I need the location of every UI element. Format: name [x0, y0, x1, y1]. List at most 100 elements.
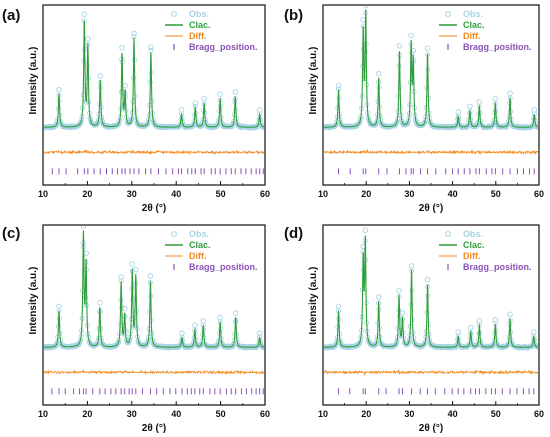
obs-peak-point: [81, 11, 88, 17]
obs-peak-point: [201, 95, 207, 102]
obs-series: [324, 6, 538, 131]
obs-peak-point: [85, 35, 91, 42]
obs-peak-point: [192, 322, 198, 329]
panel-label: (c): [2, 225, 20, 242]
x-tick-label: 40: [171, 189, 181, 199]
y-axis-title: Intensity (a.u.): [308, 267, 319, 335]
legend-label: Clac.: [189, 20, 211, 30]
obs-peak-point: [399, 310, 406, 316]
x-tick-label: 50: [216, 409, 226, 419]
plot-frame: [322, 224, 540, 406]
x-tick-label: 30: [127, 189, 137, 199]
obs-peak-point: [360, 17, 366, 23]
obs-point: [534, 343, 538, 349]
x-tick-label: 60: [260, 409, 270, 419]
obs-peak-point: [424, 276, 431, 283]
x-tick-label: 30: [127, 409, 137, 419]
legend-marker-obs: [171, 11, 177, 17]
xrd-panel-2: (b) 10 20 30 40 50 60 2θ (°) Intensity (a.u.) Obs…: [284, 4, 544, 214]
obs-peak-point: [83, 250, 89, 256]
obs-peak-point: [335, 303, 342, 310]
obs-point: [75, 341, 81, 347]
obs-peak-point: [408, 32, 414, 39]
obs-series: [324, 227, 538, 351]
x-axis-title: 2θ (°): [142, 423, 166, 434]
legend-label: Obs.: [189, 9, 209, 19]
obs-peak-point: [133, 266, 139, 273]
legend-label: Bragg_position.: [189, 42, 258, 52]
obs-peak-point: [531, 107, 538, 113]
obs-point: [261, 125, 264, 131]
obs-peak-point: [476, 318, 483, 324]
obs-peak-point: [56, 303, 62, 310]
obs-peak-point: [492, 95, 499, 102]
xrd-panel-4: (d) 10 20 30 40 50 60 2θ (°) Intensity (a.u.) Obs…: [284, 224, 544, 434]
obs-series: [44, 226, 264, 351]
x-tick-label: 60: [260, 189, 270, 199]
plot-area: [44, 11, 264, 175]
obs-series: [44, 11, 264, 131]
obs-peak-point: [232, 310, 239, 316]
legend: Obs.Clac.Diff.Bragg_position.: [165, 229, 258, 272]
obs-peak-point: [129, 261, 135, 267]
y-axis-title: Intensity (a.u.): [28, 267, 39, 335]
obs-peak-point: [492, 317, 499, 323]
bragg-series: [51, 388, 264, 395]
obs-peak-point: [97, 73, 104, 79]
obs-peak-point: [200, 318, 207, 324]
obs-peak-point: [476, 99, 483, 105]
obs-peak-point: [179, 330, 185, 336]
bragg-series: [338, 168, 535, 175]
obs-point: [535, 345, 538, 351]
legend-label: Bragg_position.: [463, 42, 532, 52]
x-tick-label: 20: [82, 189, 92, 199]
obs-peak-point: [362, 227, 369, 233]
obs-point: [148, 47, 154, 53]
x-tick-label: 20: [361, 409, 371, 419]
obs-point: [94, 342, 100, 348]
obs-point: [198, 343, 204, 349]
xrd-panel-1: (a) 10 20 30 40 50 60 2θ (°) Intensity (a.u.) Obs…: [2, 4, 270, 214]
obs-point: [536, 125, 538, 131]
calc-line: [324, 235, 538, 348]
obs-peak-point: [232, 89, 238, 95]
legend-marker-obs: [171, 231, 177, 237]
legend-label: Clac.: [463, 20, 485, 30]
obs-point: [230, 121, 236, 127]
x-tick-label: 40: [448, 189, 458, 199]
plot-area: [324, 6, 538, 175]
y-axis-title: Intensity (a.u.): [28, 47, 39, 115]
legend-label: Bragg_position.: [189, 262, 258, 272]
diff-line: [44, 149, 264, 156]
x-axis-title: 2θ (°): [419, 203, 443, 214]
x-tick-label: 20: [361, 189, 371, 199]
obs-peak-point: [131, 30, 137, 37]
obs-point: [145, 121, 151, 127]
legend: Obs.Clac.Diff.Bragg_position.: [439, 9, 532, 52]
plot-area: [324, 227, 538, 395]
legend-marker-obs: [445, 231, 451, 237]
obs-peak-point: [396, 287, 402, 294]
legend-label: Bragg_position.: [463, 262, 532, 272]
x-tick-label: 10: [38, 409, 48, 419]
legend-label: Obs.: [189, 229, 209, 239]
obs-point: [356, 120, 362, 126]
obs-peak-point: [455, 109, 461, 115]
x-tick-label: 40: [171, 409, 181, 419]
obs-peak-point: [148, 44, 154, 50]
obs-peak-point: [56, 86, 62, 93]
obs-point: [489, 343, 495, 349]
x-axis-title: 2θ (°): [419, 423, 443, 434]
x-axis-title: 2θ (°): [142, 203, 166, 214]
legend: Obs.Clac.Diff.Bragg_position.: [439, 229, 532, 272]
panel-label: (a): [2, 7, 20, 24]
calc-line: [324, 9, 538, 128]
y-axis-title: Intensity (a.u.): [308, 47, 319, 115]
legend-marker-obs: [445, 11, 451, 17]
legend-label: Obs.: [463, 229, 483, 239]
obs-peak-point: [375, 294, 382, 300]
obs-peak-point: [256, 107, 263, 113]
obs-peak-point: [408, 263, 415, 269]
x-tick-label: 60: [534, 189, 544, 199]
legend-label: Diff.: [463, 251, 481, 261]
